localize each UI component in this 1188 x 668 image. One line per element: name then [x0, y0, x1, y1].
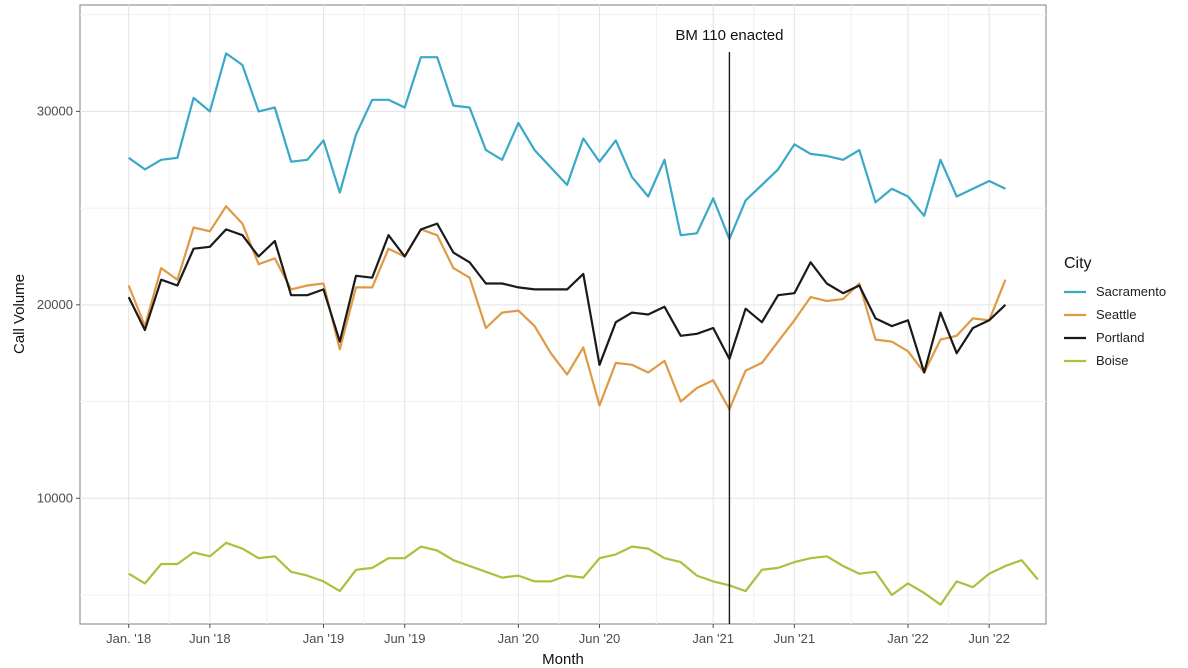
y-tick-label: 10000	[37, 490, 73, 505]
x-axis-title: Month	[542, 651, 584, 668]
legend-label-boise: Boise	[1096, 353, 1129, 368]
y-tick-label: 20000	[37, 297, 73, 312]
x-tick-label: Jun '21	[774, 631, 816, 646]
annotation: BM 110 enacted	[675, 27, 783, 624]
x-axis: Jan. '18 Jun '18 Jan '19 Jun '19 Jan '20 Jun …	[106, 624, 1010, 646]
x-tick-label: Jun '19	[384, 631, 426, 646]
x-tick-label: Jan '21	[692, 631, 734, 646]
series-line-seattle	[127, 205, 1007, 411]
y-tick-label: 30000	[37, 103, 73, 118]
y-axis: 10000 20000 30000	[37, 103, 80, 505]
x-tick-label: Jan '20	[498, 631, 540, 646]
series-line-portland	[127, 222, 1007, 374]
series-lines	[127, 52, 1039, 606]
legend-label-portland: Portland	[1096, 330, 1144, 345]
x-tick-label: Jun '18	[189, 631, 231, 646]
panel-background	[79, 4, 1047, 625]
x-tick-label: Jan. '18	[106, 631, 151, 646]
y-axis-title: Call Volume	[11, 274, 28, 354]
x-tick-label: Jan '19	[303, 631, 345, 646]
x-tick-label: Jun '22	[968, 631, 1010, 646]
series-line-boise	[128, 541, 1039, 606]
series-line-sacramento	[128, 52, 1006, 241]
gridlines	[80, 5, 1046, 624]
annotation-label: BM 110 enacted	[675, 27, 783, 44]
legend-label-seattle: Seattle	[1096, 307, 1136, 322]
x-tick-label: Jun '20	[579, 631, 621, 646]
legend: City Sacramento Seattle Portland Boise	[1064, 255, 1166, 368]
legend-title: City	[1064, 255, 1092, 272]
legend-label-sacramento: Sacramento	[1096, 284, 1166, 299]
x-tick-label: Jan '22	[887, 631, 929, 646]
